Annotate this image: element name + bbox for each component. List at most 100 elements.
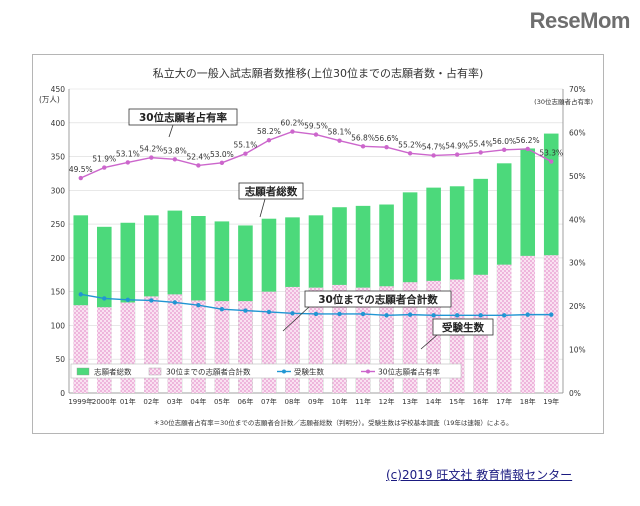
data-label-share-rate: 53.1% [116,149,140,158]
data-label-share-rate: 53.8% [163,146,187,155]
point-examinees [525,312,530,317]
x-tick-label: 2000年 [92,397,117,406]
right-tick-label: 40% [569,215,586,224]
x-tick-label: 06年 [237,397,253,406]
point-examinees [313,311,319,317]
bar-top30 [543,255,559,393]
copyright-notice: (c)2019 旺文社 教育情報センター [386,468,573,482]
data-label-share-rate: 54.7% [422,142,446,151]
x-tick-label: 02年 [143,397,159,406]
annotation-top30-text: 30位までの志願者合計数 [318,293,438,306]
legend-marker [282,369,286,374]
annotation-top30: 30位までの志願者合計数 [282,290,452,332]
point-examinees [478,313,483,318]
right-tick-label: 10% [569,346,586,355]
bar-top30 [214,301,230,393]
data-label-share-rate: 55.1% [234,141,258,150]
x-tick-label: 1999年 [68,397,93,406]
point-examinees [549,312,554,317]
data-label-share-rate: 54.9% [445,142,469,151]
x-tick-label: 03年 [167,397,183,406]
resemom-logo: ReseMom [529,8,631,33]
point-share-rate [219,160,225,166]
bar-top30 [496,264,512,393]
annotation-share-rate-text: 30位志願者占有率 [139,111,228,124]
data-label-share-rate: 58.2% [257,127,281,136]
data-label-share-rate: 52.4% [186,152,210,161]
point-share-rate [407,151,413,156]
legend-label: 受験生数 [294,367,324,377]
left-tick-label: 250 [51,220,66,229]
left-tick-label: 350 [51,153,66,162]
point-share-rate [549,159,554,164]
chart-legend: 志願者総数 30位までの志願者合計数 受験生数 30位志願者占有率 [70,363,462,379]
point-share-rate [431,153,436,158]
point-share-rate [78,175,83,181]
point-examinees [102,296,107,301]
x-tick-label: 12年 [379,397,395,406]
point-share-rate [313,132,319,137]
bar-top30 [191,300,206,393]
data-label-share-rate: 58.1% [328,128,352,137]
bar-top30 [96,307,112,393]
point-share-rate [384,144,389,150]
left-tick-label: 0 [60,389,65,398]
x-tick-label: 14年 [426,397,442,406]
x-tick-label: 11年 [355,397,371,406]
data-label-share-rate: 60.2% [281,119,305,128]
point-examinees [172,300,178,305]
point-share-rate [337,138,342,143]
point-examinees [290,311,295,316]
point-examinees [337,311,342,317]
data-label-share-rate: 56.2% [516,136,540,145]
left-tick-label: 300 [51,186,66,195]
chart-footnote: ＊30位志願者占有率＝30位までの志願者合計数／志願者総数（判明分）。受験生数は… [153,418,512,427]
chart-frame: 私立大の一般入試志願者数推移(上位30位までの志願者数・占有率) 0 50 100 1… [32,54,604,434]
data-label-share-rate: 56.0% [492,137,516,146]
legend-label: 30位までの志願者合計数 [166,367,251,377]
x-tick-label: 19年 [543,397,559,406]
x-tick-label: 09年 [308,397,324,406]
point-examinees [219,307,225,312]
right-tick-label: 60% [569,128,586,137]
x-tick-label: 10年 [332,397,348,406]
annotation-total-text: 志願者総数 [245,185,298,198]
x-tick-label: 15年 [449,397,465,406]
point-share-rate [196,163,201,168]
data-label-share-rate: 55.4% [469,139,493,148]
data-label-share-rate: 56.6% [375,134,399,143]
right-axis-unit: (30位志願者占有率) [534,97,593,106]
point-examinees [125,297,131,302]
point-examinees [501,313,507,318]
bar-top30 [238,301,253,393]
point-examinees [360,311,366,317]
point-share-rate [454,152,460,157]
right-tick-label: 20% [569,302,586,311]
point-share-rate [243,151,248,156]
point-share-rate [290,129,295,134]
x-tick-label: 17年 [496,397,512,406]
right-tick-label: 30% [569,259,586,268]
data-label-share-rate: 54.2% [139,145,163,154]
annotation-examinees: 受験生数 [420,318,494,350]
bar-top30 [120,302,136,393]
point-share-rate [172,157,178,162]
x-tick-label: 16年 [473,397,489,406]
point-share-rate [125,160,131,165]
annotation-total: 志願者総数 [238,182,304,218]
combo-chart: 0 50 100 150 200 250 300 350 400 450 0% 10% 20% 30% 40… [39,85,593,427]
legend-label: 30位志願者占有率 [378,367,441,377]
point-examinees [196,302,201,308]
x-tick-label: 08年 [285,397,301,406]
bar-top30 [73,305,89,393]
data-label-share-rate: 53.3% [539,149,563,158]
legend-label: 志願者総数 [94,367,132,377]
point-share-rate [501,147,507,152]
left-tick-label: 50 [55,355,65,364]
left-tick-label: 150 [51,288,66,297]
point-share-rate [478,150,483,155]
x-tick-label: 01年 [120,397,136,406]
point-share-rate [266,138,272,143]
data-label-share-rate: 51.9% [92,155,116,164]
bar-top30 [520,255,536,393]
